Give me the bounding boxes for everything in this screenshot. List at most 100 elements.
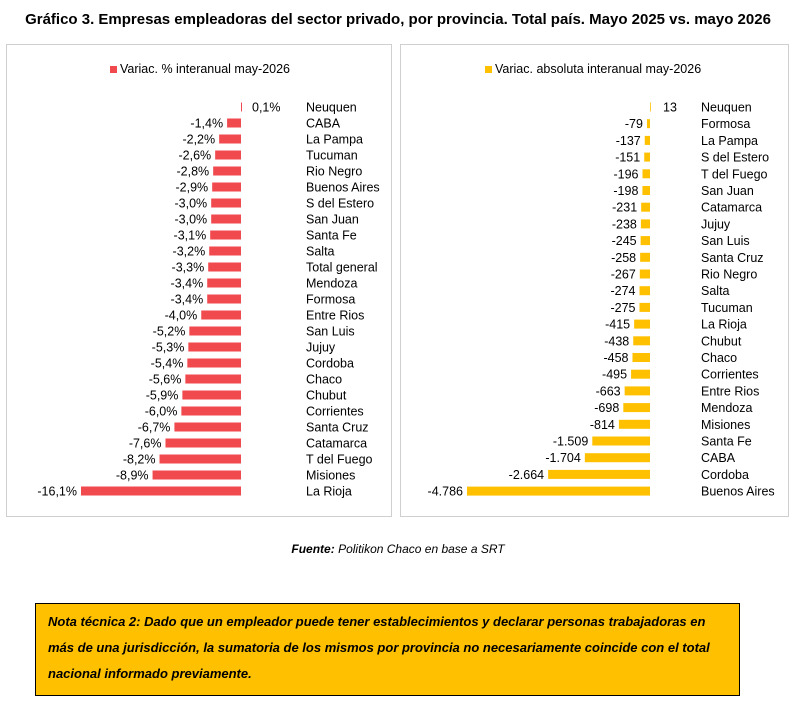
category-label: T del Fuego [306, 453, 373, 467]
category-label: Mendoza [306, 277, 357, 291]
bar-row-misiones: -814 Misiones [590, 418, 750, 432]
category-label: Formosa [306, 293, 355, 307]
bar-santa-fe [592, 436, 650, 446]
data-label: -137 [616, 134, 641, 148]
bar-row-buenos-aires: -4.786 Buenos Aires [428, 485, 775, 499]
bar-row-t-del-fuego: -8,2% T del Fuego [123, 453, 373, 467]
bar-tucuman [639, 302, 650, 312]
bar-la-pampa [219, 134, 241, 144]
data-label: -198 [613, 184, 638, 198]
bar-mendoza [207, 278, 241, 288]
bar-jujuy [640, 219, 650, 229]
data-label: 13 [663, 101, 677, 115]
bar-la-rioja [81, 486, 241, 496]
category-label: Entre Rios [701, 384, 759, 398]
bar-row-la-rioja: -16,1% La Rioja [37, 485, 352, 499]
data-label: -151 [615, 151, 640, 165]
category-label: Tucuman [306, 149, 358, 163]
bar-row-rio-negro: -267 Rio Negro [611, 268, 758, 282]
legend-swatch [110, 66, 117, 73]
bar-total-general [208, 262, 241, 272]
data-label: -238 [612, 217, 637, 231]
bar-formosa [207, 294, 241, 304]
bar-row-tucuman: -2,6% Tucuman [179, 149, 358, 163]
data-label: -3,4% [171, 277, 204, 291]
bar-corrientes [631, 369, 650, 379]
category-label: La Pampa [701, 134, 758, 148]
category-label: Buenos Aires [701, 485, 775, 499]
bar-catamarca [641, 202, 650, 212]
bar-la-rioja [634, 319, 650, 329]
category-label: Chubut [701, 334, 742, 348]
data-label: -5,6% [149, 373, 182, 387]
category-label: Rio Negro [306, 165, 362, 179]
data-label: -231 [612, 201, 637, 215]
bar-row-san-juan: -198 San Juan [613, 184, 753, 198]
bar-chaco [632, 353, 650, 362]
bar-s-del-estero [644, 152, 650, 162]
data-label: -8,9% [116, 469, 149, 483]
category-label: CABA [306, 117, 341, 131]
bar-row-santa-cruz: -258 Santa Cruz [611, 251, 763, 265]
category-label: Santa Fe [306, 229, 357, 243]
bar-jujuy [188, 342, 241, 352]
bar-row-jujuy: -238 Jujuy [612, 217, 731, 231]
bar-row-neuquen: 0,1% Neuquen [241, 101, 357, 115]
bar-row-santa-fe: -3,1% Santa Fe [174, 229, 357, 243]
category-label: S del Estero [306, 197, 374, 211]
data-label: -4.786 [428, 485, 463, 499]
data-label: -2,8% [177, 165, 210, 179]
category-label: CABA [701, 451, 736, 465]
bar-row-mendoza: -698 Mendoza [594, 401, 752, 415]
data-label: -3,0% [175, 213, 208, 227]
bar-santa-cruz [640, 252, 650, 262]
bar-formosa [646, 119, 650, 129]
bar-row-catamarca: -7,6% Catamarca [129, 437, 367, 451]
bar-row-san-luis: -245 San Luis [612, 234, 750, 248]
source-text: Politikon Chaco en base a SRT [338, 542, 505, 556]
bar-salta [639, 286, 650, 296]
data-label: -79 [625, 117, 643, 131]
data-label: -5,3% [152, 341, 185, 355]
bar-row-chaco: -458 Chaco [603, 351, 737, 365]
bar-row-s-del-estero: -151 S del Estero [615, 151, 769, 165]
category-label: Mendoza [701, 401, 752, 415]
bar-salta [209, 246, 241, 256]
data-label: -275 [610, 301, 635, 315]
bar-row-misiones: -8,9% Misiones [116, 469, 355, 483]
data-label: -6,0% [145, 405, 178, 419]
bar-row-san-luis: -5,2% San Luis [153, 325, 355, 339]
category-label: Neuquen [701, 101, 752, 115]
legend: Variac. % interanual may-2026 [110, 62, 290, 76]
bar-row-salta: -3,2% Salta [173, 245, 335, 259]
bar-neuquen [650, 102, 651, 112]
bar-t-del-fuego [159, 454, 241, 464]
category-label: La Rioja [701, 318, 747, 332]
category-label: Corrientes [306, 405, 364, 419]
data-label: -3,4% [171, 293, 204, 307]
bar-cordoba [548, 469, 650, 479]
bar-rio-negro [213, 166, 241, 176]
bar-caba [584, 453, 650, 463]
data-label: -2.664 [509, 468, 544, 482]
category-label: Buenos Aires [306, 181, 380, 195]
legend-label: Variac. absoluta interanual may-2026 [495, 62, 701, 76]
data-label: -438 [604, 334, 629, 348]
category-label: Neuquen [306, 101, 357, 115]
bar-santa-fe [210, 230, 241, 240]
category-label: Chubut [306, 389, 347, 403]
bar-corrientes [181, 406, 241, 416]
legend-swatch [485, 66, 492, 73]
category-label: Corrientes [701, 368, 759, 382]
category-label: Salta [306, 245, 335, 259]
data-label: -2,2% [182, 133, 215, 147]
bar-row-cordoba: -5,4% Cordoba [151, 357, 354, 371]
category-label: Santa Cruz [701, 251, 764, 265]
bar-catamarca [165, 438, 241, 448]
bar-row-la-pampa: -137 La Pampa [616, 134, 758, 148]
bar-row-neuquen: 13 Neuquen [650, 101, 752, 115]
chart-title: Gráfico 3. Empresas empleadoras del sect… [25, 11, 771, 28]
category-label: Catamarca [306, 437, 367, 451]
data-label: -258 [611, 251, 636, 265]
bar-entre-rios [624, 386, 650, 396]
